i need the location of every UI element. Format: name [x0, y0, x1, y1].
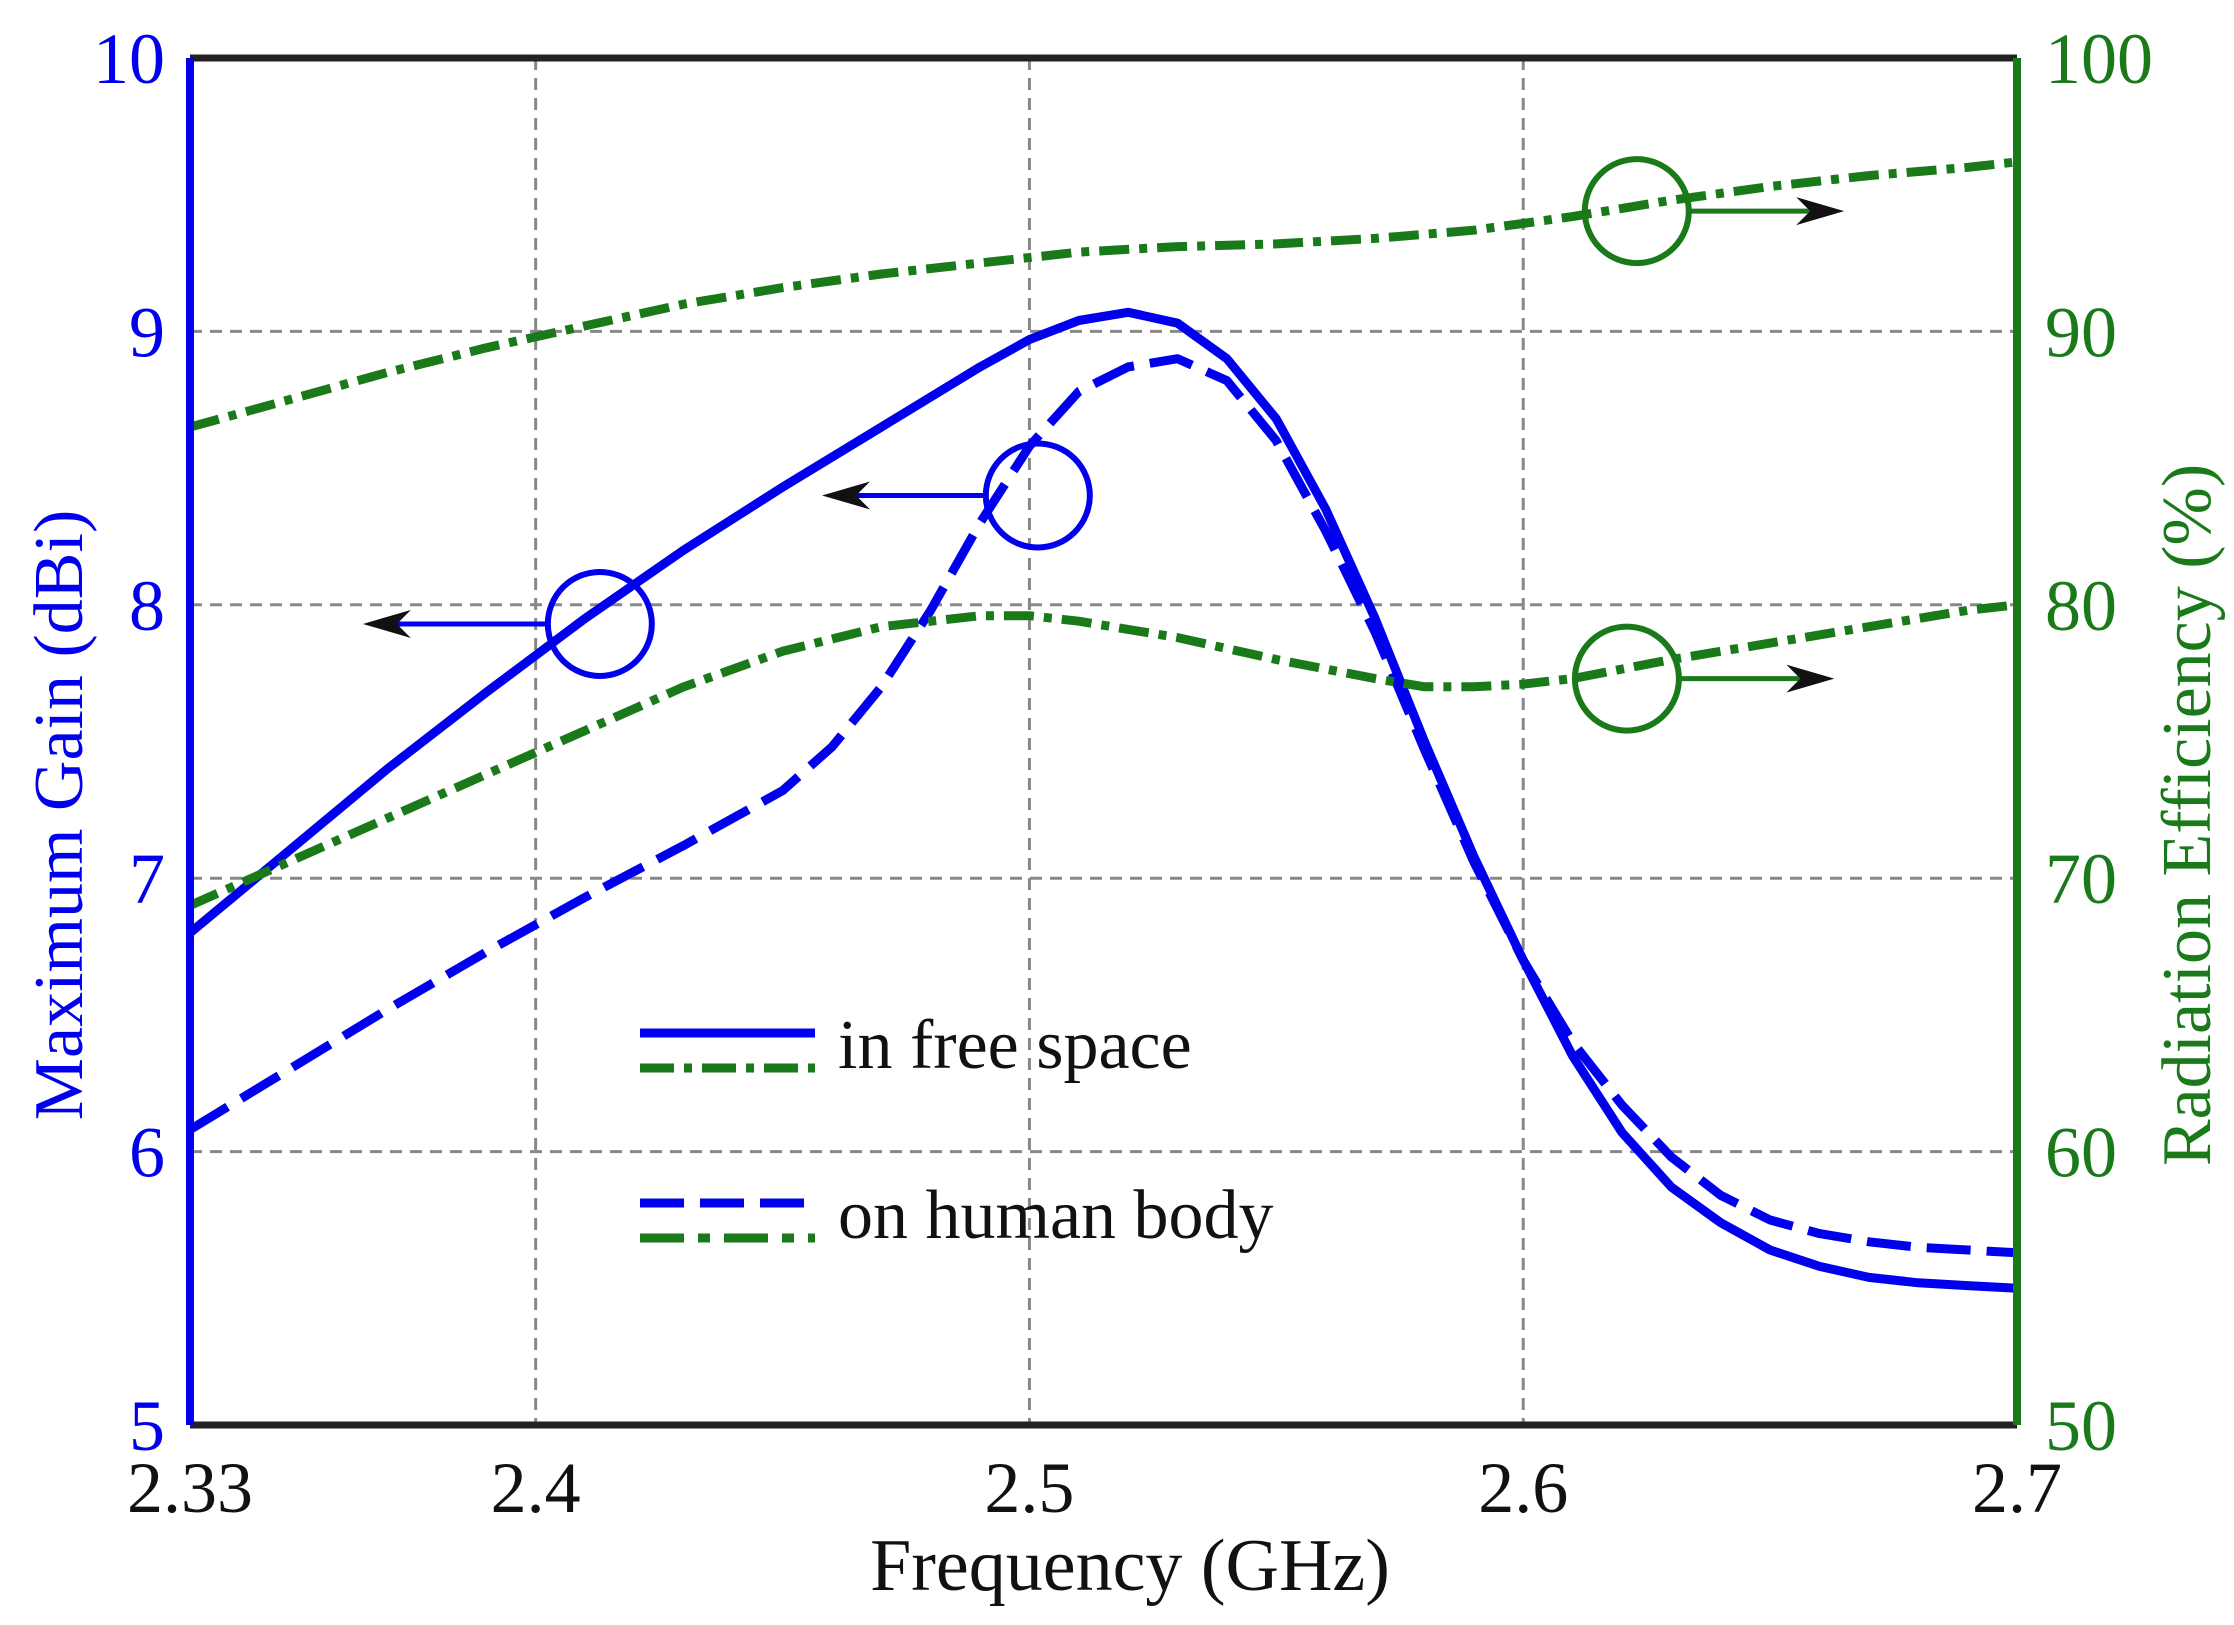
x-tick-label: 2.5: [984, 1448, 1074, 1528]
annotation-arrow-head: [1786, 664, 1835, 693]
left-y-tick-label: 10: [93, 19, 165, 99]
series-line-efficiency-free-space: [188, 157, 2018, 432]
legend-label-free-space: in free space: [838, 1007, 1192, 1084]
left-y-axis-title: Maximum Gain (dBi): [21, 510, 98, 1120]
annotation-circle: [544, 568, 655, 679]
series-line-efficiency-human-body: [188, 600, 2018, 910]
left-y-tick-labels: 5 6 7 8 9 10: [93, 19, 165, 1466]
right-y-axis-title: Radiation Efficiency (%): [2149, 464, 2226, 1166]
x-tick-label: 2.33: [127, 1448, 253, 1528]
left-y-tick-label: 6: [129, 1113, 165, 1193]
annotations: [362, 156, 1845, 734]
left-y-tick-label: 5: [129, 1386, 165, 1466]
left-y-tick-label: 8: [129, 566, 165, 646]
x-axis-title: Frequency (GHz): [870, 1525, 1390, 1607]
legend: in free space on human body: [640, 1007, 1274, 1254]
x-tick-labels: 2.33 2.4 2.5 2.6 2.7: [127, 1448, 2062, 1528]
series-line-gain-free-space: [187, 307, 2018, 1293]
annotation-arrow-head: [822, 481, 871, 510]
plot-frame: [186, 54, 2021, 1429]
right-y-tick-label: 60: [2045, 1113, 2117, 1193]
grid-lines: [190, 58, 2017, 1425]
annotation-circle: [1581, 156, 1692, 267]
right-y-tick-label: 100: [2045, 19, 2153, 99]
right-y-tick-labels: 50 60 70 80 90 100: [2045, 19, 2153, 1466]
right-y-tick-label: 90: [2045, 292, 2117, 372]
series-line-gain-human-body: [187, 354, 2018, 1258]
left-y-tick-label: 9: [129, 292, 165, 372]
x-tick-label: 2.6: [1478, 1448, 1568, 1528]
x-tick-label: 2.4: [491, 1448, 581, 1528]
x-tick-label: 2.7: [1972, 1448, 2062, 1528]
right-y-tick-label: 70: [2045, 839, 2117, 919]
right-y-tick-label: 80: [2045, 566, 2117, 646]
right-y-tick-label: 50: [2045, 1386, 2117, 1466]
left-y-tick-label: 7: [129, 839, 165, 919]
legend-label-human-body: on human body: [838, 1177, 1274, 1254]
annotation-arrow-head: [362, 609, 411, 638]
data-series: [187, 157, 2018, 1293]
annotation-arrow-head: [1796, 197, 1845, 226]
